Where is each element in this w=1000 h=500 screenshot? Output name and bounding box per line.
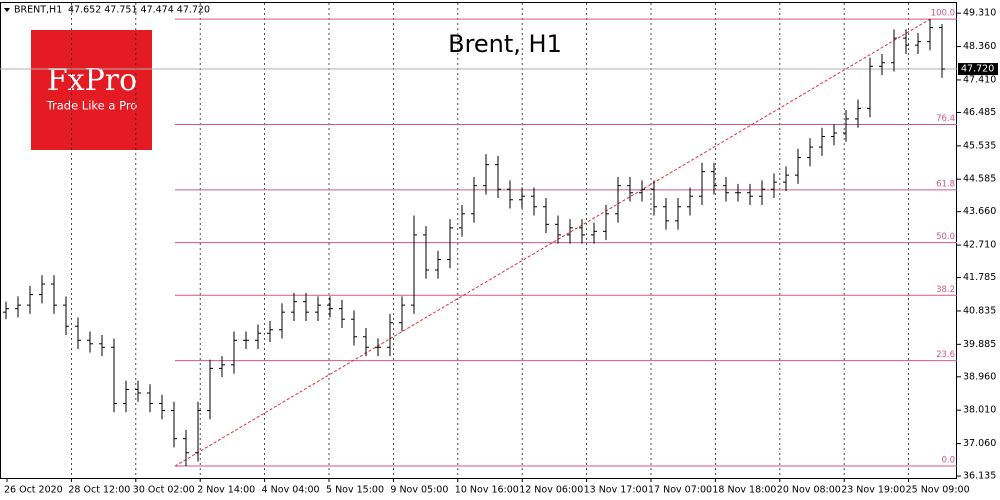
menu-arrow: [4, 8, 10, 12]
x-tick-label: 2 Nov 14:00: [197, 485, 255, 496]
last-price-box: [958, 63, 998, 76]
x-tick-label: 25 Nov 09:00: [906, 485, 970, 496]
y-tick-label: 37.060: [963, 438, 996, 449]
y-tick-label: 49.310: [963, 8, 996, 19]
x-tick-label: 20 Nov 08:00: [777, 485, 841, 496]
y-tick-label: 44.585: [963, 174, 996, 185]
symbol: BRENT,H1: [14, 5, 62, 16]
y-tick-label: 46.485: [963, 107, 996, 118]
y-tick-label: 47.410: [963, 74, 996, 85]
x-tick-label: 5 Nov 15:00: [326, 485, 384, 496]
logo-brand: FxPro: [47, 63, 137, 98]
fib-label: 23.6: [936, 350, 955, 360]
y-tick-label: 48.360: [963, 41, 996, 52]
x-tick-label: 13 Nov 17:00: [584, 485, 648, 496]
fib-label: 100.0: [931, 9, 955, 19]
y-tick-label: 36.135: [963, 471, 996, 482]
x-tick-label: 12 Nov 06:00: [519, 485, 583, 496]
last-price-label: 47.720: [961, 64, 994, 75]
y-tick-label: 39.885: [963, 339, 996, 350]
trend-line: [174, 18, 931, 467]
fib-label: 61.8: [936, 179, 955, 189]
y-tick-label: 42.710: [963, 240, 996, 251]
y-tick-label: 41.785: [963, 272, 996, 283]
y-tick-label: 45.535: [963, 140, 996, 151]
fib-label: 38.2: [936, 285, 955, 295]
chart-title: Brent, H1: [448, 30, 562, 58]
x-tick-label: 23 Nov 19:00: [841, 485, 905, 496]
y-tick-label: 40.835: [963, 305, 996, 316]
logo-box: [31, 30, 152, 150]
y-tick-label: 38.960: [963, 371, 996, 382]
header-prices: 47.652 47.751 47.474 47.720: [68, 5, 210, 16]
x-tick-label: 26 Oct 2020: [4, 485, 63, 496]
x-tick-label: 10 Nov 16:00: [455, 485, 519, 496]
x-tick-label: 30 Oct 02:00: [133, 485, 195, 496]
logo-tagline: Trade Like a Pro: [46, 99, 138, 113]
x-tick-label: 28 Oct 12:00: [68, 485, 130, 496]
x-tick-label: 4 Nov 04:00: [262, 485, 320, 496]
x-tick-label: 18 Nov 18:00: [712, 485, 776, 496]
y-tick-label: 38.010: [963, 405, 996, 416]
fib-label: 50.0: [936, 232, 955, 242]
fib-label: 76.4: [936, 114, 955, 124]
x-tick-label: 17 Nov 07:00: [648, 485, 712, 496]
fib-label: 0.0: [941, 456, 955, 466]
x-tick-label: 9 Nov 05:00: [390, 485, 448, 496]
plot-frame: [0, 2, 957, 479]
y-tick-label: 43.660: [963, 206, 996, 217]
